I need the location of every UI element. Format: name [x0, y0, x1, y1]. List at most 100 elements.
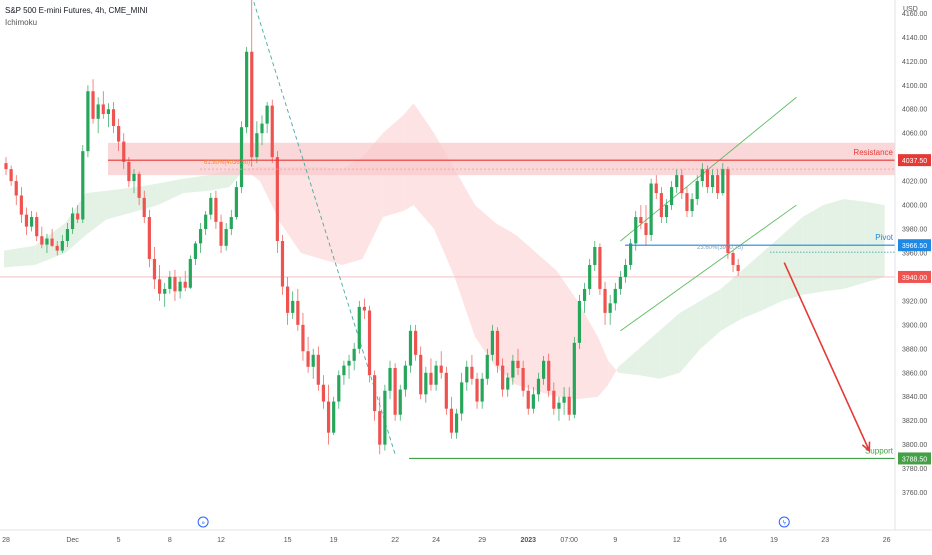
candle-body[interactable]: [326, 401, 331, 433]
candle-body[interactable]: [4, 163, 8, 170]
candle-body[interactable]: [173, 276, 177, 292]
candle-body[interactable]: [623, 264, 628, 277]
candle-body[interactable]: [286, 286, 290, 313]
candle-body[interactable]: [332, 401, 336, 433]
candle-body[interactable]: [495, 330, 500, 366]
fib-retracement-line[interactable]: [252, 0, 396, 455]
dividend-event-icon[interactable]: [778, 516, 790, 528]
candle-body[interactable]: [45, 238, 49, 245]
candle-body[interactable]: [480, 378, 484, 402]
candle-body[interactable]: [9, 169, 13, 182]
candle-body[interactable]: [608, 303, 612, 313]
candle-body[interactable]: [35, 217, 39, 237]
candle-body[interactable]: [14, 181, 18, 196]
candle-body[interactable]: [106, 109, 110, 115]
candle-body[interactable]: [383, 390, 387, 445]
candle-body[interactable]: [357, 306, 361, 349]
candle-body[interactable]: [234, 187, 238, 218]
candle-body[interactable]: [19, 195, 23, 215]
candle-body[interactable]: [485, 354, 489, 379]
candle-body[interactable]: [726, 169, 730, 253]
candle-body[interactable]: [178, 281, 182, 292]
candle-body[interactable]: [634, 217, 638, 244]
candle-body[interactable]: [30, 217, 34, 227]
candle-body[interactable]: [526, 390, 530, 409]
candle-body[interactable]: [705, 169, 710, 188]
candle-body[interactable]: [158, 279, 162, 294]
candle-body[interactable]: [117, 125, 121, 142]
candle-body[interactable]: [245, 51, 249, 128]
candle-body[interactable]: [255, 133, 259, 158]
candle-body[interactable]: [613, 288, 617, 304]
candle-body[interactable]: [736, 264, 740, 271]
candle-body[interactable]: [127, 161, 131, 182]
candle-body[interactable]: [649, 183, 653, 236]
candle-body[interactable]: [434, 365, 438, 385]
candle-body[interactable]: [367, 310, 372, 376]
candle-body[interactable]: [101, 104, 105, 115]
candle-body[interactable]: [70, 213, 75, 230]
candle-body[interactable]: [598, 246, 602, 289]
candle-body[interactable]: [721, 169, 725, 194]
candle-body[interactable]: [521, 367, 525, 391]
candle-body[interactable]: [460, 382, 464, 414]
candle-body[interactable]: [352, 348, 356, 361]
candle-body[interactable]: [378, 411, 382, 445]
candle-body[interactable]: [142, 197, 146, 218]
candle-body[interactable]: [132, 173, 136, 182]
candle-body[interactable]: [152, 258, 157, 280]
candle-body[interactable]: [567, 396, 571, 415]
candle-body[interactable]: [40, 236, 44, 245]
candle-body[interactable]: [347, 360, 351, 366]
candle-body[interactable]: [475, 378, 479, 402]
candle-body[interactable]: [193, 243, 198, 259]
candle-body[interactable]: [204, 214, 208, 230]
candle-body[interactable]: [24, 214, 29, 227]
candle-body[interactable]: [198, 229, 203, 244]
candle-body[interactable]: [342, 365, 346, 376]
candle-body[interactable]: [321, 384, 326, 402]
candle-body[interactable]: [582, 288, 587, 301]
candle-body[interactable]: [470, 366, 474, 379]
candle-body[interactable]: [731, 252, 735, 265]
candle-body[interactable]: [316, 354, 320, 385]
indicator-label[interactable]: Ichimoku: [5, 18, 38, 27]
candle-body[interactable]: [547, 360, 551, 391]
candle-body[interactable]: [419, 354, 423, 395]
candle-body[interactable]: [511, 360, 515, 378]
candle-body[interactable]: [685, 193, 689, 212]
candle-body[interactable]: [572, 342, 576, 415]
candle-body[interactable]: [91, 91, 95, 119]
candle-body[interactable]: [429, 372, 433, 385]
candle-body[interactable]: [265, 105, 269, 124]
candle-body[interactable]: [229, 217, 233, 230]
projection-arrow[interactable]: [783, 262, 871, 451]
candle-body[interactable]: [111, 109, 116, 126]
candle-body[interactable]: [675, 175, 679, 188]
candle-body[interactable]: [214, 197, 218, 222]
candle-body[interactable]: [603, 288, 607, 313]
candle-body[interactable]: [444, 372, 448, 409]
candle-body[interactable]: [398, 389, 402, 415]
candle-body[interactable]: [490, 330, 494, 355]
candle-body[interactable]: [710, 175, 715, 188]
candle-body[interactable]: [393, 367, 397, 415]
candle-body[interactable]: [270, 105, 274, 158]
candle-body[interactable]: [562, 396, 566, 403]
candle-body[interactable]: [577, 300, 582, 343]
economic-event-icon[interactable]: [197, 516, 209, 528]
candle-body[interactable]: [122, 141, 126, 162]
candle-body[interactable]: [219, 221, 223, 246]
candle-body[interactable]: [50, 238, 54, 246]
candle-body[interactable]: [449, 408, 454, 433]
candle-body[interactable]: [301, 324, 305, 352]
candle-body[interactable]: [465, 366, 469, 383]
candle-body[interactable]: [439, 365, 443, 373]
candle-body[interactable]: [81, 151, 85, 220]
candle-body[interactable]: [506, 377, 510, 390]
candle-body[interactable]: [454, 413, 459, 433]
candle-body[interactable]: [414, 330, 418, 355]
candle-body[interactable]: [55, 245, 59, 251]
